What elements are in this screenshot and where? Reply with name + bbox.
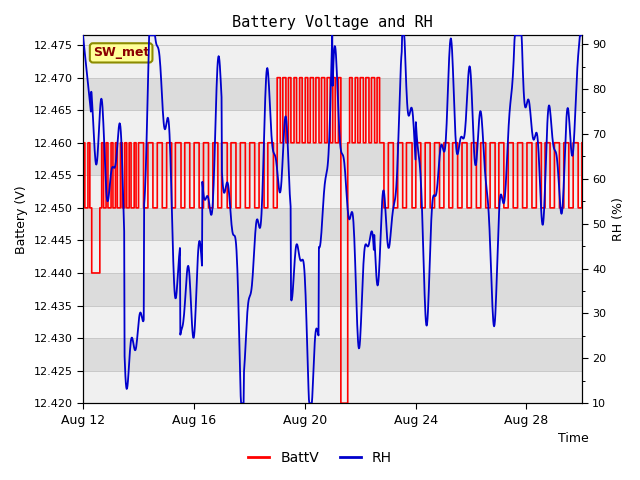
- Y-axis label: RH (%): RH (%): [612, 197, 625, 241]
- Bar: [83, 306, 582, 338]
- Bar: [83, 175, 582, 208]
- Text: SW_met: SW_met: [93, 47, 149, 60]
- Text: Time: Time: [558, 432, 589, 445]
- Bar: [83, 273, 582, 306]
- Bar: [83, 371, 582, 403]
- Bar: [83, 240, 582, 273]
- Bar: [83, 110, 582, 143]
- Bar: [83, 45, 582, 78]
- Title: Battery Voltage and RH: Battery Voltage and RH: [232, 15, 433, 30]
- Y-axis label: Battery (V): Battery (V): [15, 185, 28, 253]
- Bar: [83, 78, 582, 110]
- Bar: [83, 143, 582, 175]
- Bar: [83, 338, 582, 371]
- Bar: [83, 208, 582, 240]
- Legend: BattV, RH: BattV, RH: [243, 445, 397, 471]
